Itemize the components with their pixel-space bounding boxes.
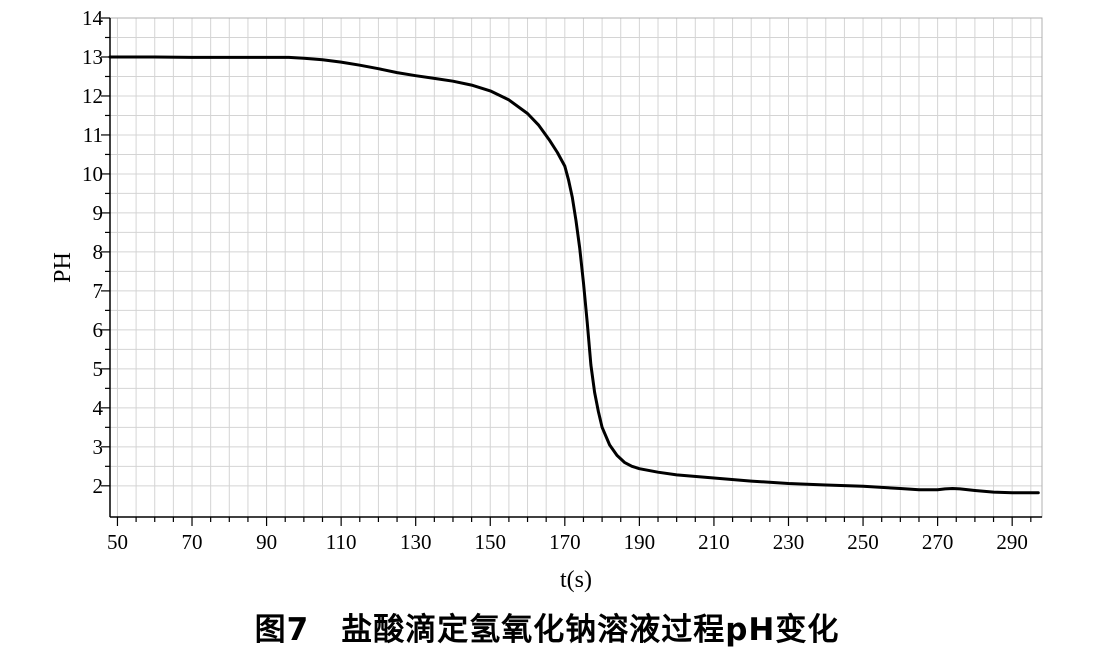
y-tick-label: 10 — [82, 162, 103, 186]
figure-caption: 图7 盐酸滴定氢氧化钠溶液过程pH变化 — [254, 612, 840, 648]
series-layer — [108, 55, 1040, 495]
y-tick-label: 6 — [93, 318, 104, 342]
x-tick-label: 210 — [698, 530, 730, 554]
x-tick-label: 110 — [326, 530, 357, 554]
x-tick-label: 70 — [182, 530, 203, 554]
y-tick-label: 11 — [83, 123, 103, 147]
y-tick-label: 12 — [82, 84, 103, 108]
x-tick-label: 190 — [624, 530, 656, 554]
axes — [109, 18, 1042, 518]
x-tick-label: 290 — [996, 530, 1028, 554]
x-tick-label: 150 — [475, 530, 507, 554]
y-tick-label: 14 — [82, 6, 104, 30]
x-tick-label: 170 — [549, 530, 581, 554]
x-tick-label: 250 — [847, 530, 879, 554]
y-tick-label: 5 — [93, 357, 104, 381]
x-tick-label: 90 — [256, 530, 277, 554]
x-tick-label: 230 — [773, 530, 805, 554]
y-tick-label: 4 — [93, 396, 104, 420]
y-tick-label: 3 — [93, 435, 104, 459]
y-tick-label: 2 — [93, 474, 104, 498]
x-axis-title: t(s) — [560, 567, 592, 593]
y-tick-label: 13 — [82, 45, 103, 69]
y-tick-label: 8 — [93, 240, 104, 264]
grid-lines — [110, 17, 1042, 517]
y-tick-labels: 2 3 4 5 6 7 8 9 10 11 12 13 14 — [82, 6, 104, 498]
y-tick-label: 9 — [93, 201, 104, 225]
x-tick-label: 130 — [400, 530, 432, 554]
tick-marks — [101, 17, 1032, 526]
x-tick-label: 270 — [922, 530, 954, 554]
x-tick-labels: 50 70 90 110 130 150 170 190 210 230 250 270 290 — [107, 530, 1028, 554]
ph-curve-line — [108, 55, 1040, 495]
x-tick-label: 50 — [107, 530, 128, 554]
y-tick-label: 7 — [93, 279, 104, 303]
y-axis-title: PH — [50, 252, 76, 283]
ph-titration-chart: 50 70 90 110 130 150 170 190 210 230 250 270 290 2 3 4… — [50, 6, 1043, 593]
plot-frame — [109, 17, 1043, 518]
